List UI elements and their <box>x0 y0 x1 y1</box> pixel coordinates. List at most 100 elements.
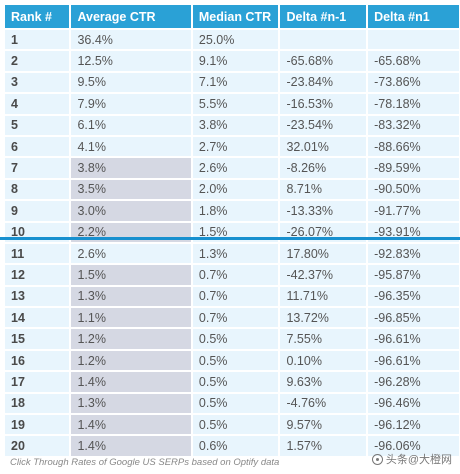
cell-median-ctr: 2.0% <box>192 179 279 200</box>
cell-average-ctr: 1.4% <box>71 436 191 456</box>
cell-delta-prev: 11.71% <box>280 286 367 307</box>
cell-delta-first: -92.83% <box>368 243 459 264</box>
cell-rank: 9 <box>5 201 70 221</box>
cell-delta-prev: 8.71% <box>280 179 367 200</box>
cell-delta-prev: 9.63% <box>280 372 367 392</box>
cell-rank: 8 <box>5 179 70 200</box>
cell-rank: 6 <box>5 136 70 157</box>
cell-delta-prev: -23.84% <box>280 72 367 93</box>
cell-average-ctr: 4.1% <box>71 136 191 157</box>
cell-average-ctr: 1.1% <box>71 308 191 328</box>
cell-average-ctr: 1.4% <box>71 415 191 435</box>
cell-rank: 16 <box>5 350 70 371</box>
table-row: 15 1.2% 0.5% 7.55% -96.61% <box>5 329 459 349</box>
cell-average-ctr: 2.6% <box>71 243 191 264</box>
cell-average-ctr: 1.2% <box>71 329 191 349</box>
header-rank: Rank # <box>5 5 70 28</box>
cell-median-ctr: 1.3% <box>192 243 279 264</box>
table-row: 1 36.4% 25.0% <box>5 30 459 50</box>
cell-average-ctr: 9.5% <box>71 72 191 93</box>
cell-rank: 7 <box>5 158 70 178</box>
table-row: 9 3.0% 1.8% -13.33% -91.77% <box>5 201 459 221</box>
table-row: 19 1.4% 0.5% 9.57% -96.12% <box>5 415 459 435</box>
watermark-text: 头条@大橙网 <box>385 454 452 466</box>
cell-delta-first: -96.85% <box>368 308 459 328</box>
table-row: 11 2.6% 1.3% 17.80% -92.83% <box>5 243 459 264</box>
cell-delta-prev: 9.57% <box>280 415 367 435</box>
cell-rank: 12 <box>5 265 70 285</box>
table-row: 18 1.3% 0.5% -4.76% -96.46% <box>5 393 459 414</box>
cell-delta-prev: -23.54% <box>280 115 367 135</box>
cell-delta-prev: -4.76% <box>280 393 367 414</box>
cell-rank: 5 <box>5 115 70 135</box>
table-caption: Click Through Rates of Google US SERPs b… <box>10 457 280 468</box>
cell-rank: 2 <box>5 51 70 71</box>
table-row: 17 1.4% 0.5% 9.63% -96.28% <box>5 372 459 392</box>
cell-median-ctr: 0.5% <box>192 372 279 392</box>
cell-delta-first: -83.32% <box>368 115 459 135</box>
cell-average-ctr: 1.3% <box>71 393 191 414</box>
cell-median-ctr: 0.7% <box>192 286 279 307</box>
cell-delta-prev: -65.68% <box>280 51 367 71</box>
cell-median-ctr: 9.1% <box>192 51 279 71</box>
table-row: 14 1.1% 0.7% 13.72% -96.85% <box>5 308 459 328</box>
cell-median-ctr: 0.5% <box>192 393 279 414</box>
cell-median-ctr: 7.1% <box>192 72 279 93</box>
cell-median-ctr: 2.6% <box>192 158 279 178</box>
cell-rank: 19 <box>5 415 70 435</box>
cell-median-ctr: 0.5% <box>192 350 279 371</box>
cell-delta-first: -95.87% <box>368 265 459 285</box>
table-row: 2 12.5% 9.1% -65.68% -65.68% <box>5 51 459 71</box>
cell-rank: 14 <box>5 308 70 328</box>
header-median-ctr: Median CTR <box>192 5 279 28</box>
cell-median-ctr: 5.5% <box>192 94 279 114</box>
cell-rank: 20 <box>5 436 70 456</box>
cell-average-ctr: 3.5% <box>71 179 191 200</box>
cell-median-ctr: 0.7% <box>192 308 279 328</box>
table-header-row: Rank # Average CTR Median CTR Delta #n-1… <box>5 5 459 28</box>
cell-delta-first: -91.77% <box>368 201 459 221</box>
cell-delta-first: -96.12% <box>368 415 459 435</box>
cell-delta-first: -96.06% <box>368 436 459 456</box>
cell-delta-first <box>368 30 459 50</box>
cell-median-ctr: 0.5% <box>192 329 279 349</box>
cell-rank: 17 <box>5 372 70 392</box>
cell-delta-first: -90.50% <box>368 179 459 200</box>
table-row: 12 1.5% 0.7% -42.37% -95.87% <box>5 265 459 285</box>
cell-average-ctr: 3.8% <box>71 158 191 178</box>
cell-median-ctr: 2.7% <box>192 136 279 157</box>
table-row: 6 4.1% 2.7% 32.01% -88.66% <box>5 136 459 157</box>
cell-delta-prev: 32.01% <box>280 136 367 157</box>
header-average-ctr: Average CTR <box>71 5 191 28</box>
cell-delta-prev: 17.80% <box>280 243 367 264</box>
table-row: 5 6.1% 3.8% -23.54% -83.32% <box>5 115 459 135</box>
cell-rank: 11 <box>5 243 70 264</box>
cell-average-ctr: 3.0% <box>71 201 191 221</box>
table-row: 3 9.5% 7.1% -23.84% -73.86% <box>5 72 459 93</box>
cell-delta-prev: -8.26% <box>280 158 367 178</box>
table-row: 13 1.3% 0.7% 11.71% -96.35% <box>5 286 459 307</box>
cell-delta-first: -96.61% <box>368 350 459 371</box>
cell-average-ctr: 36.4% <box>71 30 191 50</box>
table-row: 16 1.2% 0.5% 0.10% -96.61% <box>5 350 459 371</box>
cell-delta-first: -65.68% <box>368 51 459 71</box>
cell-rank: 15 <box>5 329 70 349</box>
cell-rank: 4 <box>5 94 70 114</box>
cell-rank: 13 <box>5 286 70 307</box>
cell-rank: 1 <box>5 30 70 50</box>
table-row: 4 7.9% 5.5% -16.53% -78.18% <box>5 94 459 114</box>
cell-delta-prev <box>280 30 367 50</box>
cell-average-ctr: 1.2% <box>71 350 191 371</box>
cell-median-ctr: 0.6% <box>192 436 279 456</box>
cell-delta-first: -96.46% <box>368 393 459 414</box>
cell-median-ctr: 0.5% <box>192 415 279 435</box>
cell-delta-prev: 0.10% <box>280 350 367 371</box>
table-row: 20 1.4% 0.6% 1.57% -96.06% <box>5 436 459 456</box>
cell-rank: 3 <box>5 72 70 93</box>
cell-delta-prev: 13.72% <box>280 308 367 328</box>
cell-average-ctr: 12.5% <box>71 51 191 71</box>
cell-median-ctr: 1.8% <box>192 201 279 221</box>
cell-average-ctr: 1.3% <box>71 286 191 307</box>
table-row: 8 3.5% 2.0% 8.71% -90.50% <box>5 179 459 200</box>
